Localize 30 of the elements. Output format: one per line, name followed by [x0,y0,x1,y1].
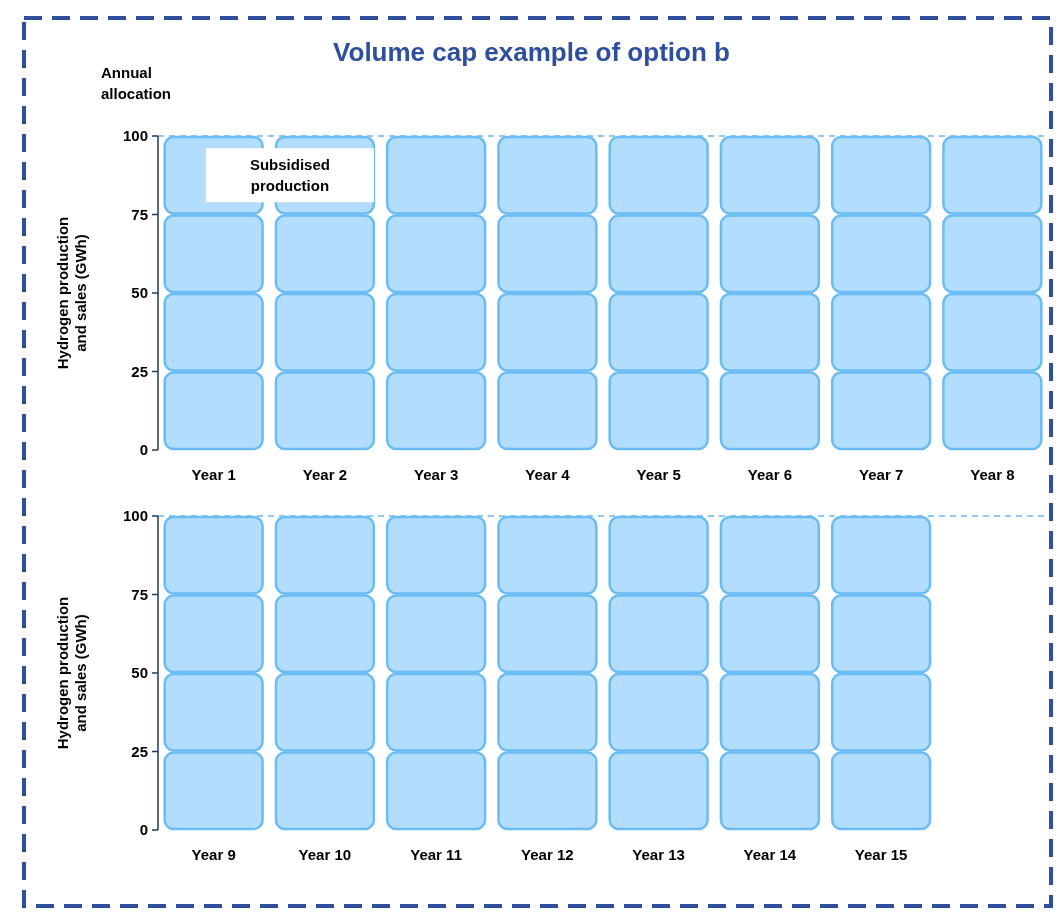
x-tick-label: Year 1 [191,466,236,483]
x-tick-label: Year 7 [859,466,904,483]
x-tick-label: Year 5 [636,466,681,483]
y-tick-label: 0 [139,441,148,459]
x-tick-label: Year 14 [743,846,797,863]
y-axis-title: Hydrogen production and sales (GWh) [54,216,89,370]
annotation: Subsidised production [249,156,330,195]
y-tick-label: 75 [131,205,148,223]
x-tick-label: Year 4 [525,466,571,483]
y-axis-title: Hydrogen production and sales (GWh) [54,596,89,750]
x-tick-label: Year 9 [191,846,236,863]
ref-line-label: Annual allocation [101,64,172,102]
x-tick-label: Year 10 [298,846,352,863]
x-tick-label: Year 12 [521,846,574,863]
x-tick-label: Year 6 [747,466,792,483]
y-tick-label: 100 [122,507,148,525]
x-tick-label: Year 15 [854,846,908,863]
y-tick-label: 25 [131,362,148,380]
y-tick-label: 50 [131,664,148,682]
x-tick-label: Year 3 [414,466,459,483]
y-tick-label: 25 [131,742,148,760]
x-tick-label: Year 11 [410,846,462,863]
y-tick-label: 75 [131,585,148,603]
y-tick-label: 0 [139,821,148,839]
chart-title: Volume cap example of option b [333,37,730,67]
x-tick-label: Year 13 [632,846,685,863]
x-tick-label: Year 8 [970,466,1015,483]
y-tick-label: 100 [122,127,148,145]
x-tick-label: Year 2 [302,466,347,483]
y-tick-label: 50 [131,284,148,302]
